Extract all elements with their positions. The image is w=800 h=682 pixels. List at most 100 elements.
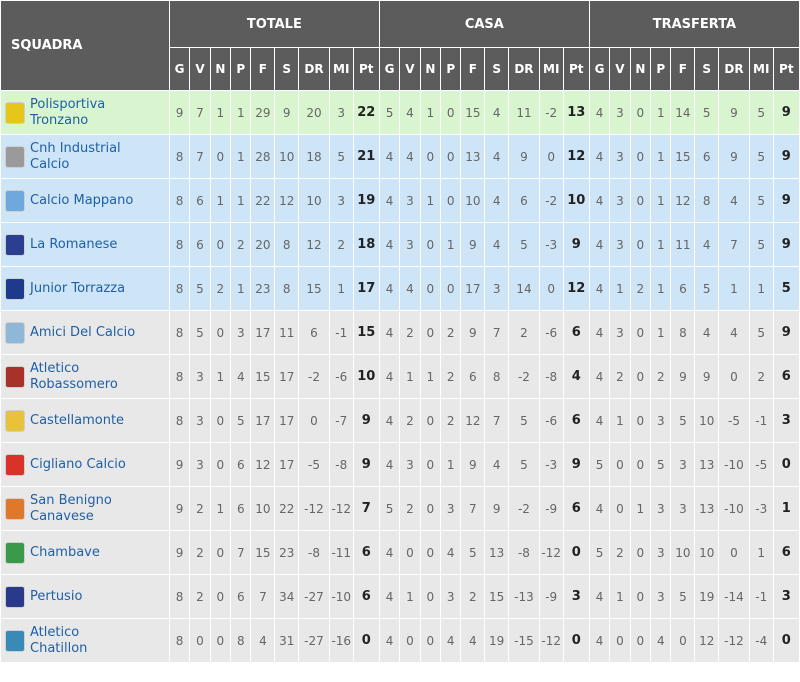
stat-header-trasferta-pt[interactable]: Pt	[773, 48, 799, 90]
stat-cell: 4	[379, 575, 400, 618]
stat-cell: 5	[509, 399, 539, 442]
stat-cell: -1	[749, 399, 773, 442]
stat-cell: -8	[329, 443, 353, 486]
stat-header-totale-p[interactable]: P	[231, 48, 251, 90]
team-name-link[interactable]: Castellamonte	[30, 412, 125, 428]
team-crest-icon	[5, 321, 25, 344]
stat-header-trasferta-g[interactable]: G	[589, 48, 610, 90]
stat-header-totale-s[interactable]: S	[275, 48, 299, 90]
standings-table: SQUADRA TOTALE CASA TRASFERTA G V N P F S DR MI Pt…	[1, 1, 799, 662]
stat-cell: -10	[719, 443, 749, 486]
team-name-link[interactable]: San Benigno Canavese	[30, 492, 112, 524]
stat-cell: 1	[749, 531, 773, 574]
stat-cell: 4	[485, 135, 509, 178]
stat-cell: 5	[749, 179, 773, 222]
points-cell: 3	[773, 399, 799, 442]
stat-cell: 9	[461, 223, 485, 266]
stat-cell: 3	[651, 575, 671, 618]
stat-cell: 0	[610, 443, 630, 486]
stat-cell: 8	[169, 619, 190, 662]
points-cell: 0	[773, 619, 799, 662]
stat-header-casa-p[interactable]: P	[441, 48, 461, 90]
team-name-link[interactable]: Atletico Robassomero	[30, 360, 118, 392]
stat-cell: 1	[400, 355, 420, 398]
stat-cell: 11	[509, 91, 539, 134]
team-name-link[interactable]: La Romanese	[30, 236, 118, 252]
stat-cell: 0	[630, 531, 651, 574]
team-name-link[interactable]: Calcio Mappano	[30, 192, 134, 208]
stat-header-casa-f[interactable]: F	[461, 48, 485, 90]
points-cell: 6	[563, 487, 589, 530]
stat-cell: 5	[190, 311, 210, 354]
stat-header-trasferta-mi[interactable]: MI	[749, 48, 773, 90]
stat-cell: 10	[695, 531, 719, 574]
stat-header-trasferta-n[interactable]: N	[630, 48, 651, 90]
stat-header-casa-s[interactable]: S	[485, 48, 509, 90]
stat-header-casa-pt[interactable]: Pt	[563, 48, 589, 90]
stat-header-totale-mi[interactable]: MI	[329, 48, 353, 90]
stat-header-totale-n[interactable]: N	[210, 48, 231, 90]
stat-cell: 4	[589, 267, 610, 310]
points-cell: 18	[353, 223, 379, 266]
stat-cell: 1	[651, 91, 671, 134]
team-name-link[interactable]: Amici Del Calcio	[30, 324, 136, 340]
stat-header-totale-v[interactable]: V	[190, 48, 210, 90]
stat-cell: 3	[190, 443, 210, 486]
stat-cell: 1	[231, 267, 251, 310]
team-cell: Pertusio	[1, 575, 169, 618]
stat-cell: 0	[420, 223, 441, 266]
stat-header-trasferta-v[interactable]: V	[610, 48, 630, 90]
stat-cell: 9	[485, 487, 509, 530]
team-row: Atletico Chatillon 8 0 0 8 4 31 -27 -16 0 4 0 0 4 4 19-…	[1, 619, 799, 662]
stat-header-totale-g[interactable]: G	[169, 48, 190, 90]
points-cell: 13	[563, 91, 589, 134]
points-cell: 3	[563, 575, 589, 618]
stat-cell: 28	[251, 135, 275, 178]
stat-cell: -8	[539, 355, 563, 398]
team-crest-icon	[5, 541, 25, 564]
stat-header-trasferta-f[interactable]: F	[671, 48, 695, 90]
stat-header-casa-v[interactable]: V	[400, 48, 420, 90]
stat-header-totale-pt[interactable]: Pt	[353, 48, 379, 90]
team-name-link[interactable]: Cnh Industrial Calcio	[30, 140, 121, 172]
stat-cell: 1	[420, 355, 441, 398]
team-name-link[interactable]: Pertusio	[30, 588, 83, 604]
stat-cell: 9	[169, 443, 190, 486]
stat-cell: 12	[251, 443, 275, 486]
stat-cell: -2	[299, 355, 329, 398]
stat-cell: 3	[400, 223, 420, 266]
stat-header-trasferta-s[interactable]: S	[695, 48, 719, 90]
stat-cell: 9	[719, 135, 749, 178]
stat-cell: 1	[749, 267, 773, 310]
stat-cell: 7	[231, 531, 251, 574]
team-name-link[interactable]: Polisportiva Tronzano	[30, 96, 106, 128]
stat-cell: 1	[651, 223, 671, 266]
team-name-link[interactable]: Chambave	[30, 544, 100, 560]
stat-header-casa-dr[interactable]: DR	[509, 48, 539, 90]
team-crest-icon	[5, 101, 25, 124]
stat-header-trasferta-dr[interactable]: DR	[719, 48, 749, 90]
stat-cell: -3	[749, 487, 773, 530]
stat-header-casa-g[interactable]: G	[379, 48, 400, 90]
stat-header-trasferta-p[interactable]: P	[651, 48, 671, 90]
team-row: Calcio Mappano 8 6 1 1 22 12 10 3 19 4 3 1 0 10 4 6 -2 10 4…	[1, 179, 799, 222]
stat-cell: 3	[190, 399, 210, 442]
team-name-link[interactable]: Atletico Chatillon	[30, 624, 88, 656]
stat-cell: 3	[610, 311, 630, 354]
team-name-link[interactable]: Junior Torrazza	[30, 280, 126, 296]
stat-cell: 8	[275, 267, 299, 310]
stat-cell: 12	[275, 179, 299, 222]
stat-header-casa-mi[interactable]: MI	[539, 48, 563, 90]
team-name-link[interactable]: Cigliano Calcio	[30, 456, 126, 472]
team-crest-icon	[5, 189, 25, 212]
stat-cell: 2	[190, 487, 210, 530]
stat-cell: 2	[441, 355, 461, 398]
stat-header-casa-n[interactable]: N	[420, 48, 441, 90]
stat-cell: 31	[275, 619, 299, 662]
stat-cell: 4	[589, 355, 610, 398]
stat-cell: 5	[749, 91, 773, 134]
stat-cell: -14	[719, 575, 749, 618]
squadra-header[interactable]: SQUADRA	[1, 1, 169, 90]
stat-header-totale-f[interactable]: F	[251, 48, 275, 90]
stat-header-totale-dr[interactable]: DR	[299, 48, 329, 90]
